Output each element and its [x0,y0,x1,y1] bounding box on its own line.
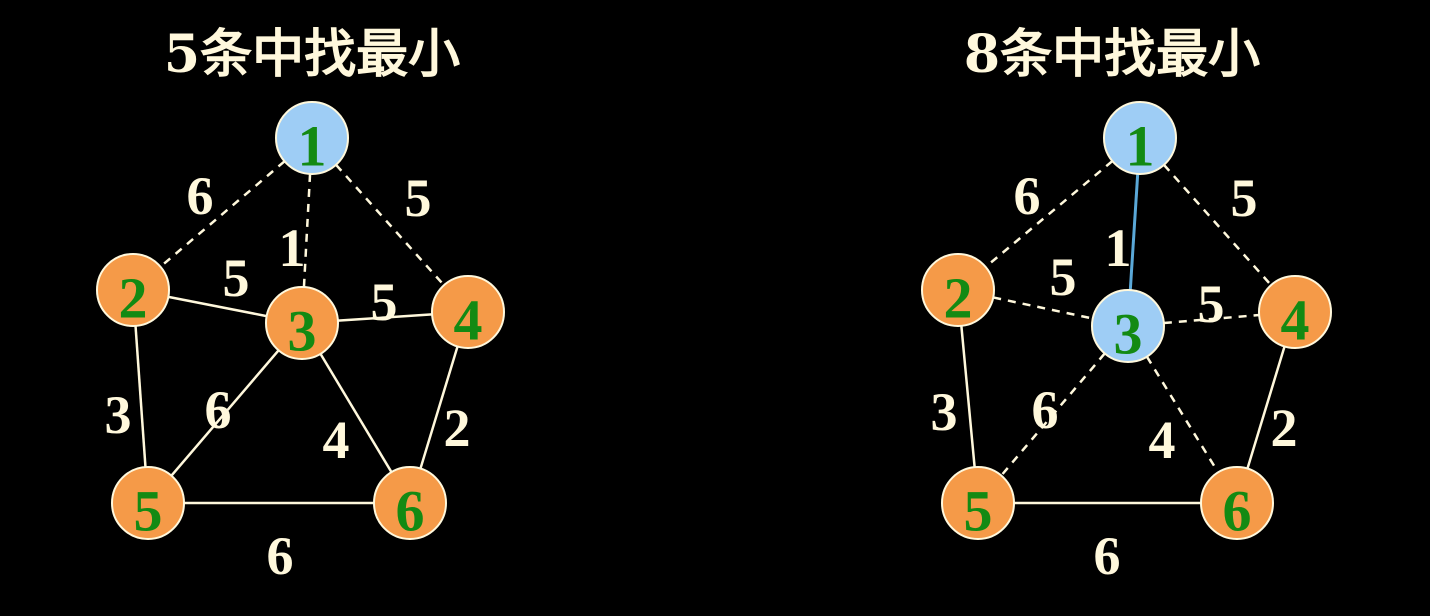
edge-1-3-candidate [302,173,312,288]
edge-weight-2-3: 5 [1050,247,1077,307]
edge-3-5-candidate [1000,352,1106,477]
node-5: 5 [941,466,1015,544]
node-label-5: 5 [134,479,163,544]
node-2: 2 [96,253,170,331]
edge-3-6 [319,353,393,473]
edge-3-4-candidate [1163,313,1260,325]
edge-weight-5-6: 6 [1094,526,1121,586]
edge-4-6 [419,346,459,469]
edge-weight-1-2: 6 [1014,166,1041,226]
node-circle-4 [1258,275,1332,349]
node-label-1: 1 [1126,114,1155,179]
edge-2-5 [960,325,976,468]
edge-weight-2-5: 3 [931,382,958,442]
edge-weight-1-3: 1 [279,218,306,278]
node-label-2: 2 [944,266,973,331]
edge-1-3-selected [1128,173,1140,291]
node-label-4: 4 [454,288,483,353]
node-circle-4 [431,275,505,349]
edge-1-4-candidate [1163,164,1272,286]
edge-3-6-candidate [1145,355,1220,474]
node-3: 3 [265,286,339,364]
edge-weight-4-6: 2 [1271,398,1298,458]
node-label-3: 3 [288,299,317,364]
node-3: 3 [1091,289,1165,367]
node-6: 6 [373,466,447,544]
node-circle-5 [941,466,1015,540]
edge-weight-1-3: 1 [1105,218,1132,278]
node-circle-2 [921,253,995,327]
node-label-5: 5 [964,479,993,544]
edge-1-4-candidate [335,163,445,287]
node-label-2: 2 [119,266,148,331]
edge-4-6 [1246,346,1286,469]
node-1: 1 [275,101,349,179]
node-circle-5 [111,466,185,540]
edge-2-3 [168,295,267,318]
edge-weight-3-4: 5 [371,272,398,332]
node-circle-2 [96,253,170,327]
edge-weight-1-2: 6 [187,166,214,226]
edge-2-5 [134,325,147,468]
node-circle-3 [1091,289,1165,363]
edge-weight-1-4: 5 [405,168,432,228]
edge-1-2-candidate [984,160,1114,268]
node-5: 5 [111,466,185,544]
node-circle-3 [265,286,339,360]
edge-weight-1-4: 5 [1231,168,1258,228]
node-6: 6 [1200,466,1274,544]
graph-title: 5条中找最小 [164,24,460,85]
node-label-6: 6 [1223,479,1252,544]
node-circle-6 [1200,466,1274,540]
node-label-1: 1 [298,114,327,179]
edge-weight-2-5: 3 [105,385,132,445]
edge-weight-2-3: 5 [223,248,250,308]
node-label-3: 3 [1114,302,1143,367]
edge-3-4 [337,313,433,322]
edge-1-2-candidate [159,160,286,268]
edge-weight-4-6: 2 [444,398,471,458]
edge-2-3-candidate [992,296,1094,320]
node-label-4: 4 [1281,288,1310,353]
node-circle-1 [275,101,349,175]
edge-weight-3-4: 5 [1198,274,1225,334]
edge-weight-3-6: 4 [323,410,350,470]
edge-weight-3-5: 6 [205,380,232,440]
node-circle-1 [1103,101,1177,175]
node-4: 4 [431,275,505,353]
edge-weight-3-5: 6 [1032,380,1059,440]
edge-3-5 [170,349,280,477]
edge-weight-3-6: 4 [1149,410,1176,470]
node-1: 1 [1103,101,1177,179]
node-4: 4 [1258,275,1332,353]
node-circle-6 [373,466,447,540]
node-2: 2 [921,253,995,331]
edge-weight-5-6: 6 [267,526,294,586]
graph-title: 8条中找最小 [964,24,1260,85]
node-label-6: 6 [396,479,425,544]
